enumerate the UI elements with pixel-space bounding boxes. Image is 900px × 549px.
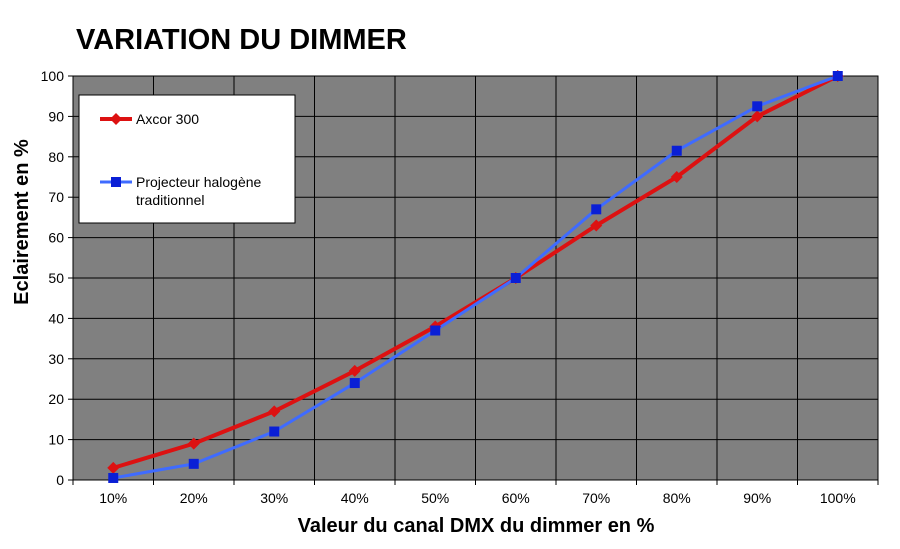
x-tick-label: 40% (341, 490, 369, 506)
legend-label-line: Projecteur halogène (136, 174, 262, 190)
data-point-diamond (590, 219, 603, 232)
y-tick-label: 30 (48, 351, 64, 367)
series-layer (107, 70, 844, 483)
y-tick-label: 50 (48, 270, 64, 286)
series-line-projecteur-halogene (111, 74, 840, 480)
data-point-square (188, 458, 199, 469)
x-tick-label: 30% (260, 490, 288, 506)
data-point-square (591, 204, 602, 215)
data-point-diamond (268, 405, 281, 418)
series-line-axcor-300 (111, 74, 840, 470)
legend: Axcor 300 Projecteur halogène traditionnel (78, 94, 296, 224)
x-axis: 10% 20% 30% 40% 50% 60% 70% 80% 90% 100% (72, 480, 879, 506)
data-point-square (832, 71, 843, 81)
x-tick-label: 90% (743, 490, 771, 506)
data-point-diamond (110, 113, 122, 125)
y-tick-label: 20 (48, 391, 64, 407)
legend-label-line: traditionnel (136, 192, 205, 208)
data-point-square (510, 273, 521, 283)
data-point-square (108, 472, 119, 483)
data-point-diamond (670, 171, 683, 183)
x-axis-title: Valeur du canal DMX du dimmer en % (298, 515, 655, 537)
data-point-square (269, 426, 280, 437)
x-tick-label: 100% (820, 490, 856, 506)
y-tick-label: 0 (56, 472, 64, 488)
data-point-square (349, 378, 360, 389)
legend-label: Axcor 300 (136, 111, 199, 127)
x-tick-label: 10% (99, 490, 127, 506)
y-tick-label: 10 (48, 432, 64, 448)
data-point-square (430, 325, 441, 336)
data-point-square (111, 177, 121, 187)
data-point-square (671, 145, 682, 156)
y-tick-label: 40 (48, 310, 64, 326)
y-tick-label: 70 (48, 189, 64, 205)
y-axis: 0 10 20 30 40 50 60 70 80 90 100 (41, 68, 73, 488)
y-tick-label: 80 (48, 149, 64, 165)
y-tick-label: 100 (41, 68, 65, 84)
y-tick-label: 60 (48, 230, 64, 246)
legend-label: Projecteur halogène traditionnel (136, 174, 262, 208)
x-tick-label: 50% (421, 490, 449, 506)
data-point-square (752, 101, 763, 112)
y-axis-title: Eclairement en % (11, 139, 33, 305)
legend-label-line: Axcor 300 (136, 111, 199, 127)
x-tick-label: 60% (502, 490, 530, 506)
data-point-diamond (187, 437, 200, 450)
x-tick-label: 70% (582, 490, 610, 506)
data-point-diamond (751, 110, 764, 123)
x-tick-label: 80% (663, 490, 691, 506)
y-tick-label: 90 (48, 108, 64, 124)
chart-title: VARIATION DU DIMMER (76, 24, 407, 56)
data-point-diamond (348, 364, 361, 377)
data-point-diamond (107, 461, 120, 474)
x-tick-label: 20% (180, 490, 208, 506)
